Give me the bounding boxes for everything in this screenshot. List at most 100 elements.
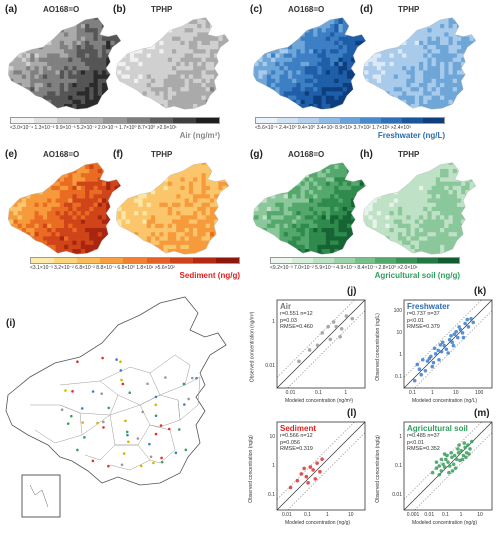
map-cell <box>80 74 86 80</box>
map-cell <box>402 45 407 50</box>
map-cell <box>444 95 449 101</box>
map-cell <box>381 168 386 174</box>
map-cell <box>201 87 207 92</box>
map-cell <box>209 108 215 110</box>
map-cell <box>376 215 382 220</box>
map-cell <box>8 40 10 46</box>
map-cell <box>419 40 424 46</box>
map-cell <box>309 32 314 37</box>
map-cell <box>68 28 73 33</box>
map-cell <box>325 45 331 50</box>
map-cell <box>469 70 475 75</box>
map-cell <box>402 249 407 254</box>
map-cell <box>17 164 23 170</box>
map-cell <box>363 53 365 58</box>
map-cell <box>138 232 143 237</box>
map-cell <box>346 95 352 101</box>
map-cell <box>368 17 373 21</box>
map-cell <box>30 177 35 182</box>
map-cell <box>292 108 297 110</box>
map-cell <box>26 108 31 110</box>
map-cell <box>397 244 403 250</box>
map-cell <box>419 173 424 178</box>
map-cell <box>419 223 424 229</box>
map-cell <box>313 70 318 75</box>
map-cell <box>180 40 185 46</box>
map-cell <box>381 53 386 58</box>
map-cell <box>159 236 164 241</box>
map-cell <box>410 198 416 203</box>
map-cell <box>80 95 86 101</box>
map-cell <box>427 28 432 33</box>
map-cell <box>80 40 86 46</box>
map-cell <box>163 23 169 29</box>
map-cell <box>469 66 475 71</box>
map-cell <box>68 104 73 109</box>
map-cell <box>402 70 407 75</box>
map-cell <box>266 32 272 37</box>
map-cell <box>385 194 390 199</box>
map-cell <box>262 28 268 33</box>
map-cell <box>21 173 27 178</box>
map-cell <box>117 240 122 246</box>
map-cell <box>129 19 135 25</box>
map-cell <box>138 74 143 80</box>
map-cell <box>258 223 263 229</box>
map-cell <box>80 78 86 84</box>
map-cell <box>55 206 61 212</box>
map-cell <box>258 91 263 96</box>
map-cell <box>209 19 215 25</box>
map-cell <box>38 168 44 174</box>
map-cell <box>296 236 301 241</box>
map-cell <box>313 164 318 170</box>
map-cell <box>283 162 289 166</box>
map-cell <box>51 215 56 220</box>
map-cell <box>30 78 35 84</box>
map-cell <box>309 28 314 33</box>
map-cell <box>68 232 73 237</box>
map-cell <box>330 95 335 101</box>
map-cell <box>397 236 403 241</box>
map-cell <box>121 244 126 250</box>
map-cell <box>97 249 103 254</box>
map-cell <box>300 219 306 225</box>
map-cell <box>351 28 356 33</box>
map-cell <box>93 28 99 33</box>
map-cell <box>150 240 156 246</box>
map-cell <box>279 223 285 229</box>
map-cell <box>59 17 65 21</box>
map-cell <box>393 95 399 101</box>
map-cell <box>363 23 365 29</box>
map-cell <box>254 32 259 37</box>
map-cell <box>381 78 386 84</box>
panel-label: (f) <box>113 149 123 160</box>
map-cell <box>431 249 437 254</box>
map-cell <box>431 177 437 182</box>
map-cell <box>116 202 118 208</box>
map-cell <box>296 36 301 42</box>
map-cell <box>452 57 458 63</box>
map-cell <box>406 185 411 191</box>
map-cell <box>338 211 344 216</box>
map-cell <box>68 244 73 250</box>
map-cell <box>473 61 476 67</box>
map-cell <box>101 66 107 71</box>
map-cell <box>226 240 229 246</box>
map-cell <box>304 45 310 50</box>
map-cell <box>325 211 331 216</box>
map-cell <box>26 45 31 50</box>
map-cell <box>222 236 228 241</box>
map-cell <box>381 190 386 195</box>
map-cell <box>155 194 160 199</box>
map-cell <box>64 66 69 71</box>
map-cell <box>59 206 65 212</box>
map-cell <box>253 17 255 21</box>
map-cell <box>342 91 348 96</box>
map-cell <box>129 223 135 229</box>
map-cell <box>13 249 18 254</box>
map-cell <box>389 223 395 229</box>
map-cell <box>134 244 139 250</box>
map-cell <box>266 57 272 63</box>
map-cell <box>393 173 399 178</box>
map-cell <box>321 215 327 220</box>
